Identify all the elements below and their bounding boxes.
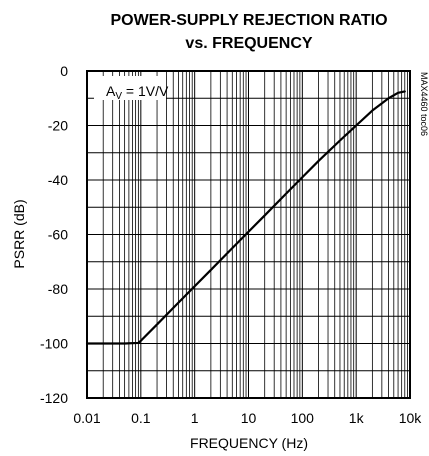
x-tick-label: 10 xyxy=(241,410,257,426)
y-tick-label: -120 xyxy=(40,390,68,406)
y-tick-labels: 0 -20 -40 -60 -80 -100 -120 xyxy=(40,63,68,406)
y-tick-label: -80 xyxy=(48,281,68,297)
x-tick-label: 0.1 xyxy=(131,410,151,426)
psrr-curve xyxy=(85,90,406,345)
y-tick-label: -100 xyxy=(40,336,68,352)
gain-annotation-main: A xyxy=(106,83,116,99)
x-tick-label: 100 xyxy=(291,410,315,426)
x-tick-label: 0.01 xyxy=(73,410,100,426)
x-tick-label: 1 xyxy=(191,410,199,426)
x-axis-label: FREQUENCY (Hz) xyxy=(190,435,308,451)
x-tick-label: 10k xyxy=(399,410,423,426)
gain-annotation-sub: V xyxy=(115,91,122,102)
gain-annotation: AV = 1V/V xyxy=(106,83,169,102)
side-code: MAX4460 toc06 xyxy=(419,72,429,136)
grid xyxy=(87,71,410,398)
plot-frame xyxy=(86,70,411,399)
series-layer xyxy=(85,90,406,345)
x-tick-labels: 0.01 0.1 1 10 100 1k 10k xyxy=(73,410,422,426)
y-tick-label: -40 xyxy=(48,172,68,188)
annotation-box xyxy=(94,76,166,100)
chart-title-line1: POWER-SUPPLY REJECTION RATIO xyxy=(110,12,387,29)
chart-title-line2: vs. FREQUENCY xyxy=(185,35,312,52)
y-tick-label: -20 xyxy=(48,118,68,134)
y-tick-label: 0 xyxy=(60,63,68,79)
x-tick-label: 1k xyxy=(349,410,365,426)
y-axis-label: PSRR (dB) xyxy=(11,199,27,268)
y-tick-label: -60 xyxy=(48,227,68,243)
gain-annotation-rest: = 1V/V xyxy=(122,83,169,99)
